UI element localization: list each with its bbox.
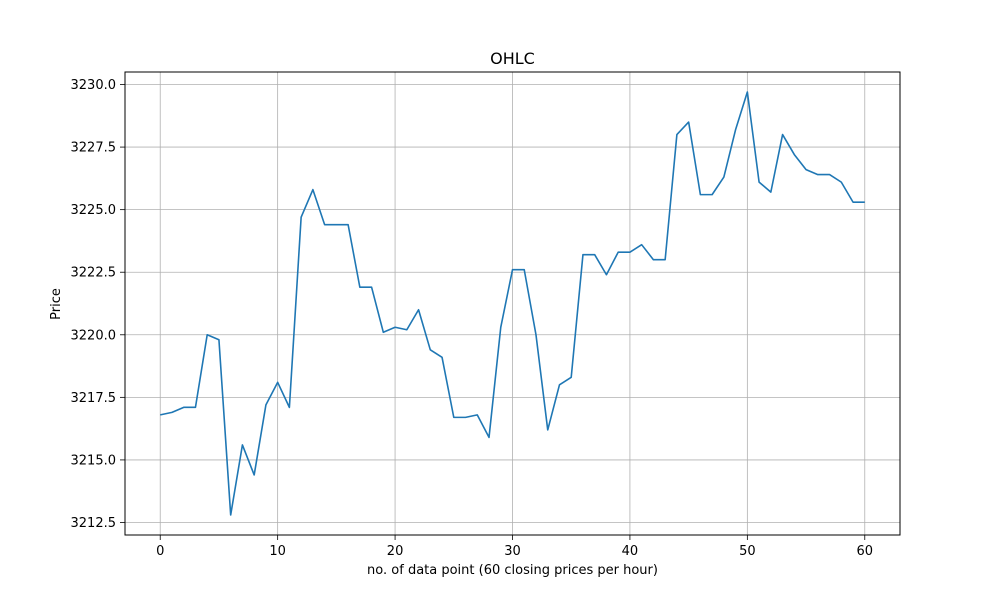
x-tick-label: 30 [504,544,521,559]
grid [125,72,900,535]
y-tick-label: 3215.0 [71,453,117,468]
x-tick-label: 60 [856,544,873,559]
x-axis-label: no. of data point (60 closing prices per… [367,563,658,578]
x-axis-ticks: 0 10 20 30 40 50 60 [156,535,873,559]
x-tick-label: 40 [622,544,639,559]
y-tick-label: 3217.5 [71,391,117,406]
x-tick-label: 0 [156,544,164,559]
y-axis-label: Price [49,288,64,320]
price-series-line [160,91,865,516]
x-tick-label: 10 [269,544,286,559]
y-tick-label: 3220.0 [71,328,117,343]
series-layer [160,91,865,516]
chart-title: OHLC [490,49,535,68]
y-tick-label: 3222.5 [71,266,117,281]
x-tick-label: 20 [387,544,404,559]
y-tick-label: 3212.5 [71,516,117,531]
y-tick-label: 3227.5 [71,141,117,156]
y-tick-label: 3230.0 [71,78,117,93]
y-axis-ticks: 3212.5 3215.0 3217.5 3220.0 3222.5 3225.0 3227… [71,78,125,531]
y-tick-label: 3225.0 [71,203,117,218]
x-tick-label: 50 [739,544,756,559]
